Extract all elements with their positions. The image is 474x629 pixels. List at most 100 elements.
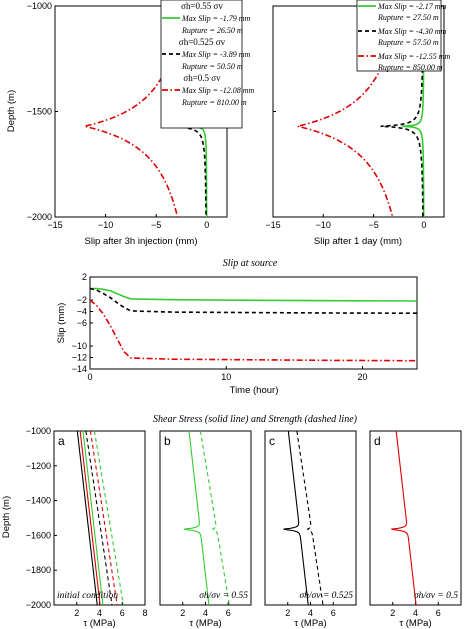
stress-panel-a: 2 4 6 8 −2000 −1800 −1600 −1400 −1200 −1000 a initi… <box>26 426 148 629</box>
x-tick-label: 6 <box>331 608 336 618</box>
slip-3h-ylabel: Depth (m) <box>6 90 17 132</box>
stress-line-red <box>89 430 118 606</box>
legend-header: σh=0.525 σv <box>179 37 226 47</box>
x-tick-label: 4 <box>308 608 313 618</box>
y-tick-label: −1000 <box>26 426 51 436</box>
x-tick-label: 2 <box>180 608 185 618</box>
panel-letter: a <box>58 434 65 448</box>
slip-source-green <box>90 287 418 302</box>
x-tick-label: 10 <box>221 372 231 382</box>
slip-profile-red <box>84 5 185 218</box>
slip-source-frame <box>89 276 418 370</box>
legend-header: σh=0.5 σv <box>183 73 221 83</box>
x-tick-label: 2 <box>285 608 290 618</box>
legend-maxslip: Max Slip = -2.17 mm <box>377 2 447 11</box>
stress-line-black <box>76 430 98 606</box>
y-tick-label: 2 <box>82 272 87 282</box>
legend-rupture: Rupture = 810.00 m <box>181 98 247 107</box>
slip-source-black <box>89 287 418 315</box>
legend-rupture: Rupture = 850.00 m <box>377 63 443 72</box>
slip-1day-xlabel: Slip after 1 day (mm) <box>314 236 402 247</box>
y-tick-label: −1400 <box>26 496 51 506</box>
legend-maxslip: Max Slip = -1.79 mm <box>181 14 251 23</box>
legend-rupture: Rupture = 50.50 m <box>181 62 243 71</box>
y-tick-label: −10 <box>72 341 87 351</box>
x-tick-label: 0 <box>421 220 426 230</box>
stress-xlabel: τ (MPa) <box>83 618 115 629</box>
y-tick-label: −6 <box>77 318 87 328</box>
panel-letter: c <box>269 434 275 448</box>
stress-line-black <box>296 430 324 606</box>
x-tick-label: −10 <box>316 220 331 230</box>
y-tick-label: −12 <box>72 353 87 363</box>
legend-rupture: Rupture = 26.50 m <box>181 26 243 35</box>
stress-panel-d: 2 4 6 d σh/σv = 0.5 τ (MPa) <box>369 430 462 629</box>
stress-line-red <box>79 431 101 606</box>
x-tick-label: 4 <box>413 608 418 618</box>
slip-1day-legend-box <box>356 0 442 72</box>
x-tick-label: 6 <box>120 608 125 618</box>
legend-maxslip: Max Slip = -12.08 mm <box>181 86 255 95</box>
y-tick-label: −1200 <box>26 461 51 471</box>
panel-note: σh/σv = 0.55 <box>199 591 248 601</box>
x-tick-label: −15 <box>47 220 62 230</box>
y-tick-label: −1600 <box>26 530 51 540</box>
stress-line-green <box>82 430 104 606</box>
stress-line-green <box>93 430 124 606</box>
y-tick-label: −1500 <box>27 107 52 117</box>
stress-title: Shear Stress (solid line) and Strength (… <box>153 414 358 425</box>
panel-note: σh/σv = 0.5 <box>414 591 458 601</box>
x-tick-label: 2 <box>390 608 395 618</box>
y-tick-label: −1000 <box>27 1 52 11</box>
x-tick-label: 20 <box>357 372 367 382</box>
stress-line-green <box>184 430 210 606</box>
x-tick-label: −5 <box>151 220 161 230</box>
y-tick-label: −4 <box>77 307 87 317</box>
slip-source-chart: Slip at source 0 10 20 −14−12 −10 −6−4 −2 2 Ti… <box>56 258 418 396</box>
legend-header: σh=0.55 σv <box>181 1 223 11</box>
slip-profile-red <box>297 5 400 218</box>
x-tick-label: 2 <box>74 608 79 618</box>
y-tick-label: −14 <box>72 364 87 374</box>
panel-note: initial condition <box>57 591 118 601</box>
legend-maxslip: Max Slip = -4.30 mm <box>377 27 447 36</box>
x-tick-label: 6 <box>436 608 441 618</box>
slip-3h-chart: −15 −10 −5 0 −2000 −1500 −1000 σh=0.55 σv Max … <box>6 0 255 247</box>
x-tick-label: −15 <box>265 220 280 230</box>
legend-maxslip: Max Slip = -12.55 mm <box>377 52 451 61</box>
stress-line-black <box>283 430 309 606</box>
stress-xlabel: τ (MPa) <box>399 618 431 629</box>
legend-maxslip: Max Slip = -3.89 mm <box>181 50 251 59</box>
slip-source-red <box>89 299 418 362</box>
legend-rupture: Rupture = 57.50 m <box>377 38 439 47</box>
stress-panel-b: 2 4 6 b σh/σv = 0.55 τ (MPa) <box>159 430 252 629</box>
x-tick-label: 0 <box>87 372 92 382</box>
stress-frame <box>369 430 462 606</box>
x-tick-label: −5 <box>368 220 378 230</box>
stress-ylabel: Depth (m) <box>1 496 12 538</box>
stress-chart: Shear Stress (solid line) and Strength (… <box>1 414 462 629</box>
slip-source-title: Slip at source <box>223 258 278 269</box>
stress-frame <box>264 430 357 606</box>
stress-panel-c: 2 4 6 c σh/σv = 0.525 τ (MPa) <box>264 430 357 629</box>
panel-note: σh/σv = 0.525 <box>299 591 353 601</box>
x-tick-label: 0 <box>204 220 209 230</box>
x-tick-label: 6 <box>226 608 231 618</box>
slip-3h-legend-box <box>160 0 243 129</box>
stress-xlabel: τ (MPa) <box>189 618 221 629</box>
y-tick-label: −2000 <box>26 600 51 610</box>
x-tick-label: −10 <box>98 220 113 230</box>
panel-letter: b <box>164 434 171 448</box>
panel-letter: d <box>374 434 381 448</box>
stress-line-black <box>85 430 113 606</box>
x-tick-label: 4 <box>203 608 208 618</box>
stress-line-green <box>199 430 230 606</box>
y-tick-label: −1800 <box>26 565 51 575</box>
slip-1day-chart: −15 −10 −5 0 Max Slip = -2.17 mm Rupture = 2… <box>265 0 451 247</box>
legend-rupture: Rupture = 27.50 m <box>377 13 439 22</box>
y-tick-label: −2000 <box>27 212 52 222</box>
stress-line-red <box>391 431 417 606</box>
x-tick-label: 4 <box>97 608 102 618</box>
x-tick-label: 8 <box>142 608 147 618</box>
